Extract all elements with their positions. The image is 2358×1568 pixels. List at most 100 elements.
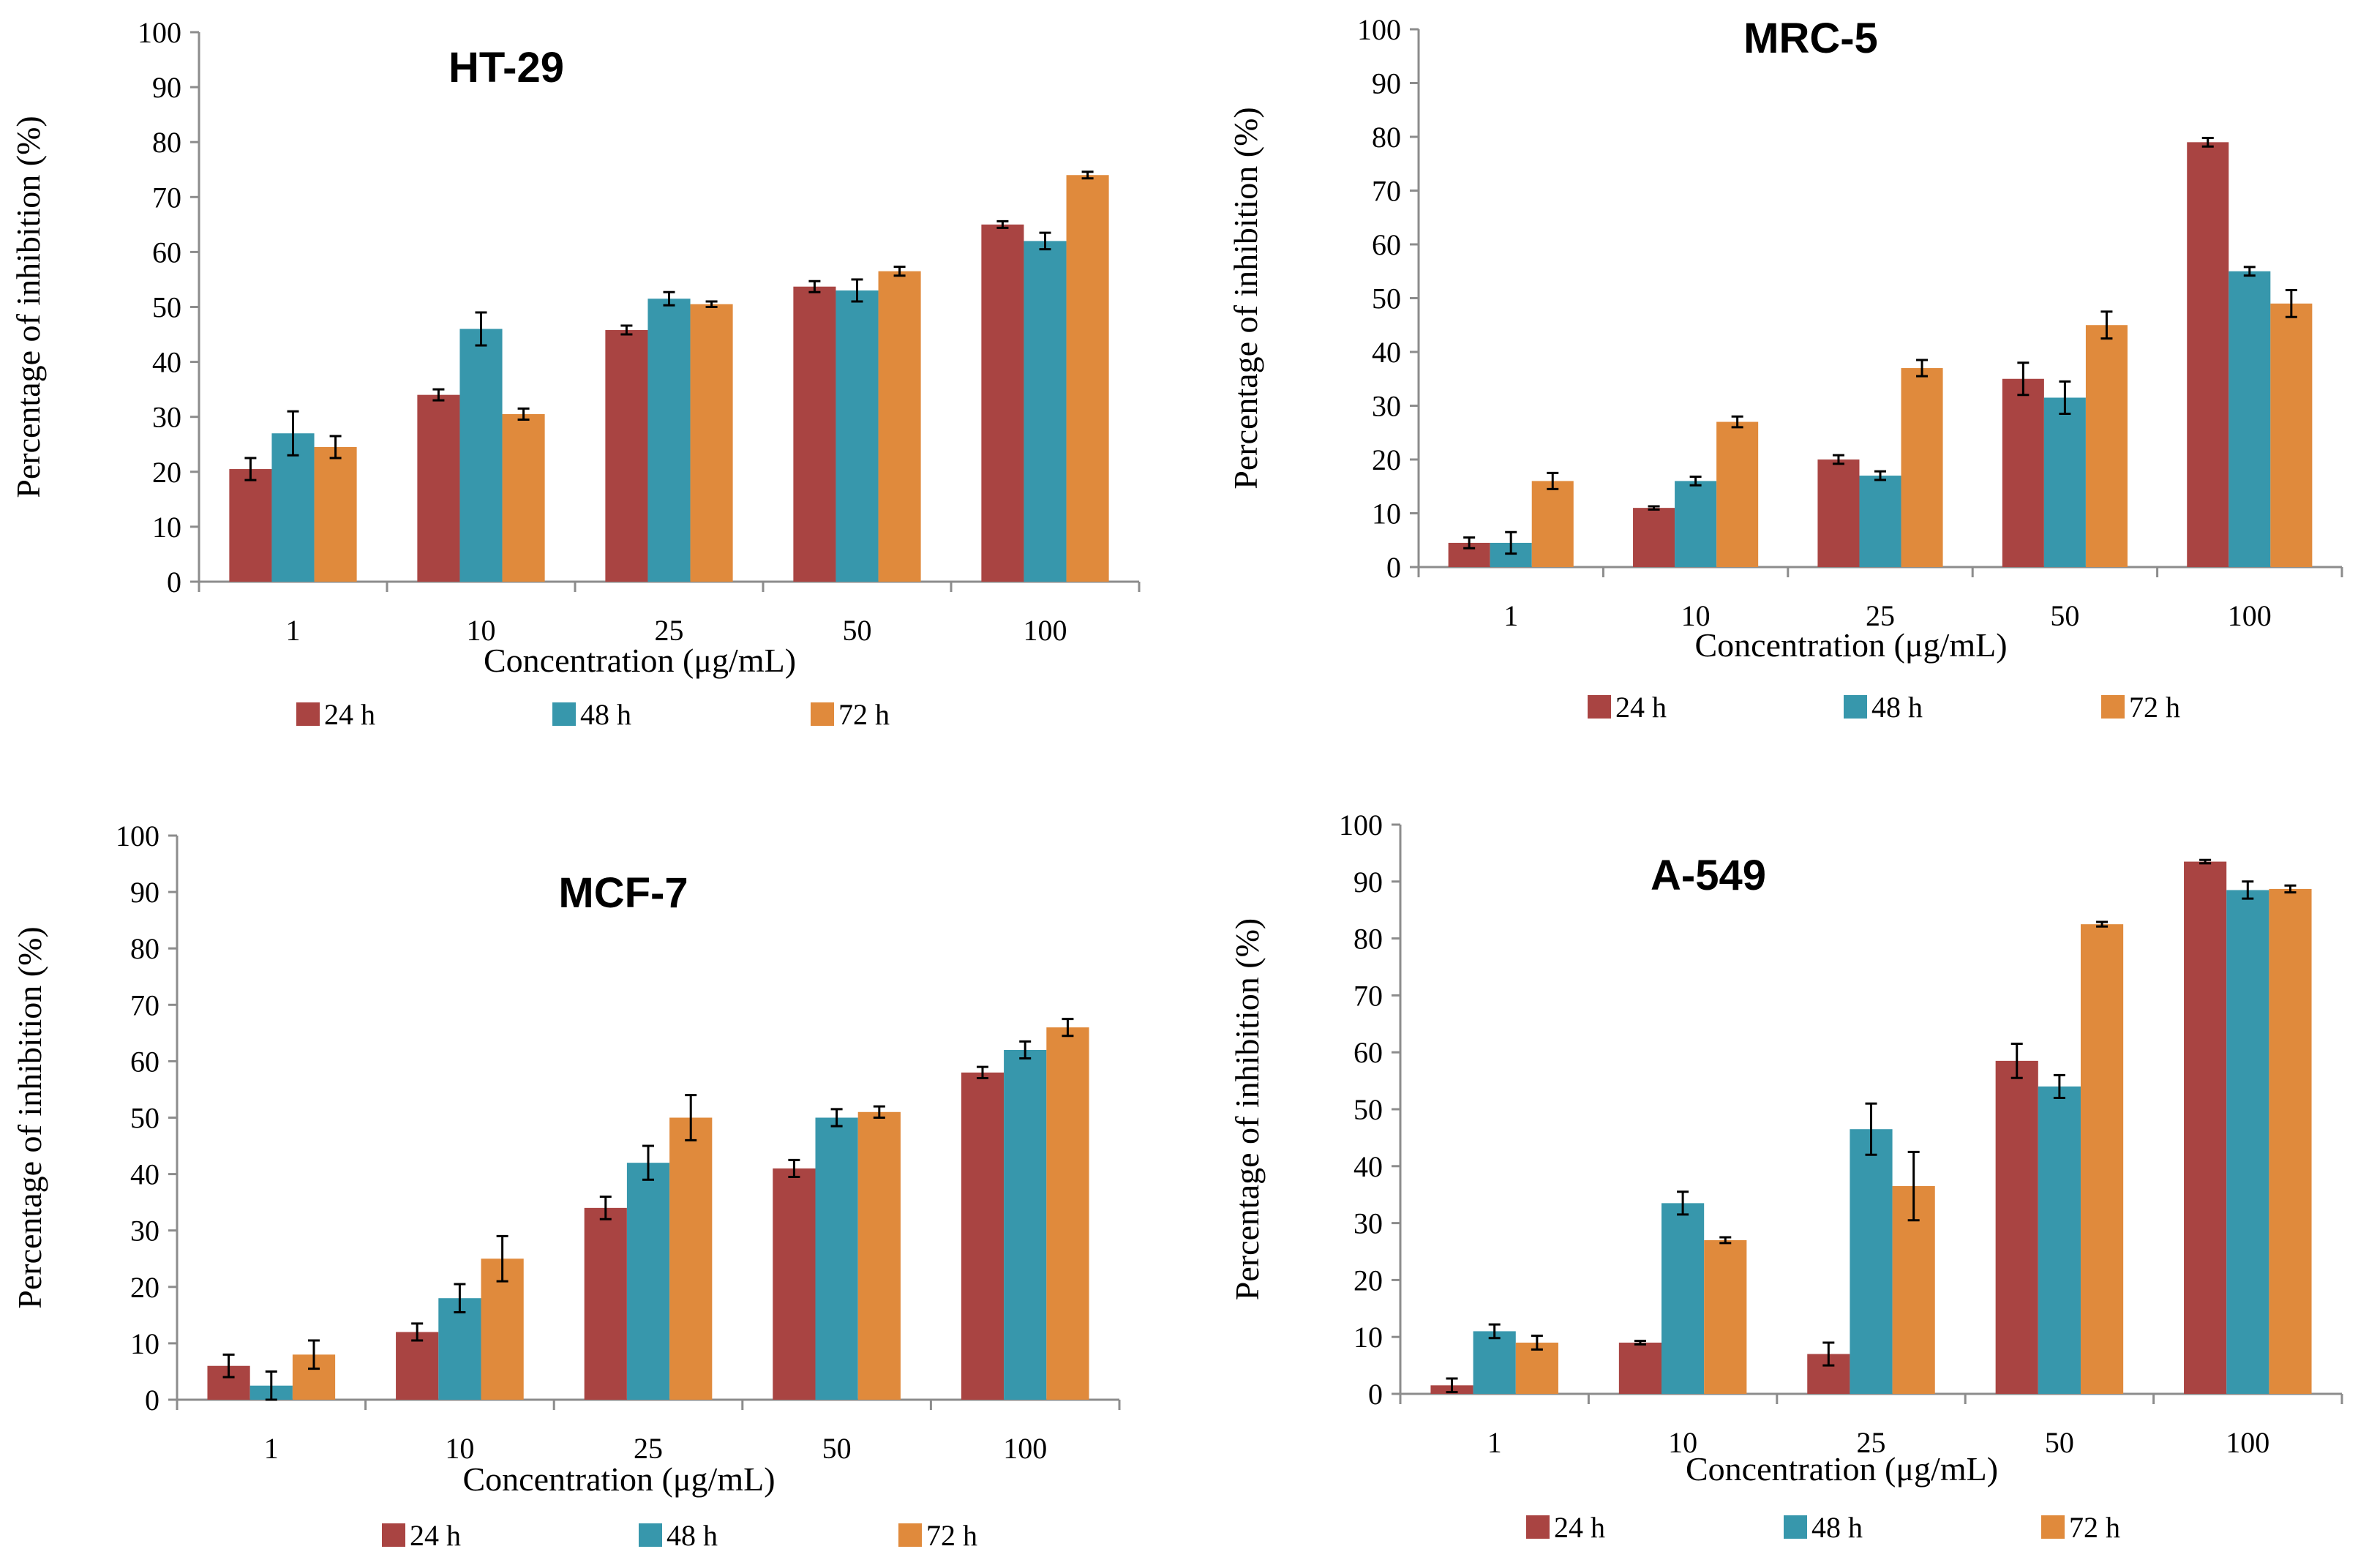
x-axis-label: Concentration (μg/mL) <box>1694 626 2007 664</box>
legend-item-24h: 24 h <box>1588 691 1667 724</box>
error-bar <box>663 290 675 307</box>
error-bar <box>830 1108 843 1128</box>
legend-swatch <box>1784 1515 1807 1539</box>
y-tick-label: 40 <box>152 346 181 379</box>
bar-72h-25 <box>669 1117 713 1400</box>
error-bar <box>411 1322 424 1342</box>
x-tick-label: 50 <box>822 1432 852 1465</box>
bar-48h-25 <box>626 1163 670 1400</box>
error-bar <box>976 1065 988 1080</box>
y-tick-label: 0 <box>1386 551 1401 584</box>
legend-label: 72 h <box>2069 1511 2120 1544</box>
error-bar <box>1677 1190 1689 1216</box>
bar-48h-50 <box>2043 397 2086 567</box>
y-tick-label: 100 <box>116 819 159 852</box>
y-tick-label: 50 <box>1372 282 1401 315</box>
bar-24h-100 <box>961 1072 1005 1400</box>
error-bar <box>2242 880 2254 900</box>
error-bar <box>1634 1340 1646 1346</box>
y-tick-label: 80 <box>130 932 159 965</box>
bar-24h-10 <box>396 1332 439 1400</box>
x-axis-label: Concentration (μg/mL) <box>484 642 796 679</box>
y-tick-label: 60 <box>152 236 181 269</box>
bar-24h-25 <box>1817 459 1860 567</box>
y-tick-label: 20 <box>1353 1264 1383 1297</box>
y-tick-label: 30 <box>1372 390 1401 423</box>
bar-72h-25 <box>690 304 733 582</box>
legend-label: 72 h <box>838 698 890 731</box>
x-tick-label: 25 <box>634 1432 663 1465</box>
y-tick-label: 70 <box>1353 979 1383 1012</box>
bar-24h-1 <box>229 469 272 582</box>
error-bar <box>893 266 906 277</box>
error-bar <box>642 1144 654 1181</box>
legend-item-72h: 72 h <box>898 1519 977 1552</box>
y-tick-label: 10 <box>130 1327 159 1360</box>
y-tick-label: 30 <box>1353 1207 1383 1240</box>
error-bar <box>1019 1040 1032 1060</box>
legend-label: 24 h <box>324 698 375 731</box>
y-tick-label: 20 <box>1372 443 1401 476</box>
legend-label: 24 h <box>1615 691 1667 724</box>
legend-item-72h: 72 h <box>811 698 890 731</box>
error-bar <box>244 457 257 481</box>
legend-item-48h: 48 h <box>552 698 631 731</box>
error-bar <box>496 1234 508 1283</box>
bar-48h-100 <box>1004 1049 1047 1400</box>
y-tick-label: 70 <box>152 181 181 214</box>
legend-label: 72 h <box>2129 691 2180 724</box>
y-tick-label: 50 <box>152 291 181 324</box>
legend-swatch <box>2041 1515 2065 1539</box>
error-bar <box>1531 1335 1543 1351</box>
bar-48h-100 <box>2229 271 2271 567</box>
x-tick-label: 1 <box>1487 1426 1502 1459</box>
bar-72h-50 <box>2085 325 2128 567</box>
bar-48h-10 <box>1662 1203 1705 1394</box>
error-bar <box>454 1283 466 1313</box>
error-bar <box>599 1195 612 1220</box>
error-bar <box>705 300 718 308</box>
legend-label: 48 h <box>580 698 631 731</box>
error-bar <box>788 1158 800 1178</box>
y-tick-label: 10 <box>152 511 181 544</box>
legend-item-48h: 48 h <box>1844 691 1923 724</box>
bar-72h-10 <box>1704 1239 1747 1394</box>
x-tick-label: 10 <box>445 1432 474 1465</box>
legend-item-24h: 24 h <box>296 698 375 731</box>
bar-24h-25 <box>584 1207 627 1400</box>
y-tick-label: 10 <box>1372 498 1401 530</box>
y-tick-label: 90 <box>1372 67 1401 100</box>
legend-item-48h: 48 h <box>1784 1511 1863 1544</box>
y-tick-label: 90 <box>1353 866 1383 899</box>
y-tick-label: 60 <box>130 1045 159 1078</box>
error-bar <box>329 435 342 459</box>
bar-72h-100 <box>1046 1027 1089 1400</box>
error-bar <box>475 311 487 347</box>
x-tick-label: 50 <box>2045 1426 2074 1459</box>
x-tick-label: 1 <box>1503 599 1518 632</box>
x-tick-label: 100 <box>1024 614 1067 647</box>
bar-48h-1 <box>1473 1331 1516 1394</box>
bar-24h-50 <box>1995 1060 2038 1394</box>
legend-swatch <box>552 702 576 726</box>
error-bar <box>517 407 530 421</box>
legend-label: 72 h <box>926 1519 977 1552</box>
bar-24h-50 <box>793 286 836 582</box>
x-tick-label: 100 <box>1003 1432 1047 1465</box>
legend-swatch <box>898 1523 922 1547</box>
error-bar <box>287 410 299 457</box>
bar-72h-1 <box>1515 1342 1558 1394</box>
legend-swatch <box>382 1523 405 1547</box>
bar-24h-50 <box>2002 378 2044 567</box>
error-bar <box>2199 858 2212 865</box>
error-bar <box>2285 288 2297 318</box>
x-tick-label: 100 <box>2228 599 2272 632</box>
x-tick-label: 25 <box>1866 599 1895 632</box>
legend-label: 24 h <box>1554 1511 1605 1544</box>
bar-48h-10 <box>438 1298 481 1400</box>
y-tick-label: 40 <box>1372 336 1401 369</box>
legend-label: 48 h <box>667 1519 718 1552</box>
y-tick-label: 80 <box>152 126 181 159</box>
legend-item-24h: 24 h <box>1526 1511 1605 1544</box>
